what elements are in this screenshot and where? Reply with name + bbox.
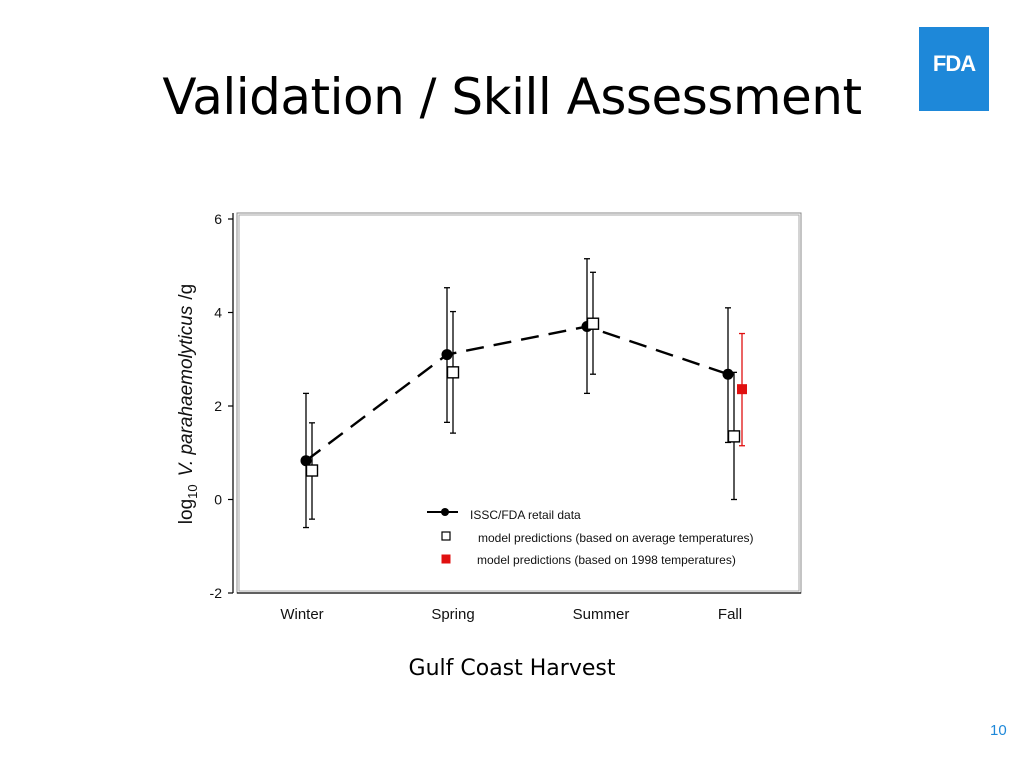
y-tick-label: -2 [210,585,223,601]
observed-dashed-line [305,325,729,462]
x-category-label: Fall [718,606,742,623]
legend-model-avg-marker [441,531,451,541]
slide-title: Validation / Skill Assessment [162,68,862,126]
model-avg-point [586,317,600,330]
y-label-subscript: 10 [185,484,200,498]
model-avg-point [305,464,319,477]
chart-caption: Gulf Coast Harvest [408,656,616,681]
markers [300,317,747,477]
model-avg-point [446,366,460,379]
observed-point [441,349,453,361]
y-axis-label: log10 V. parahaemolyticus/g [176,284,200,524]
y-label-species: V. parahaemolyticus [176,305,197,476]
x-category-label: Summer [573,606,630,623]
observed-point [300,455,312,467]
legend-observed-marker [441,508,449,516]
plot-frame-inner [238,214,800,592]
legend-model-avg-label: model predictions (based on average temp… [478,531,753,545]
y-label-prefix: log [176,499,197,524]
y-tick-label: 4 [214,305,222,321]
fda-logo: FDA [919,27,989,111]
observed-point [722,368,734,380]
legend-observed-label: ISSC/FDA retail data [470,508,581,522]
observed-series-line [305,325,729,462]
error-bars [303,258,745,529]
legend-model-1998-marker [441,554,451,564]
y-label-unit: /g [176,284,197,300]
y-tick-label: 0 [214,492,222,508]
legend: ISSC/FDA retail data model predictions (… [427,508,753,567]
legend-model-1998-label: model predictions (based on 1998 tempera… [477,553,736,567]
y-tick-label: 2 [214,398,222,414]
y-ticks: 6 4 2 0 -2 [210,211,233,601]
slide-number: 10 [990,722,1007,739]
x-category-label: Winter [280,606,323,623]
fda-logo-text: FDA [932,51,976,76]
x-category-label: Spring [431,606,474,623]
y-tick-label: 6 [214,211,222,227]
model-avg-point [727,430,741,443]
x-categories: Winter Spring Summer Fall [280,606,742,623]
model-1998-point [737,384,747,395]
